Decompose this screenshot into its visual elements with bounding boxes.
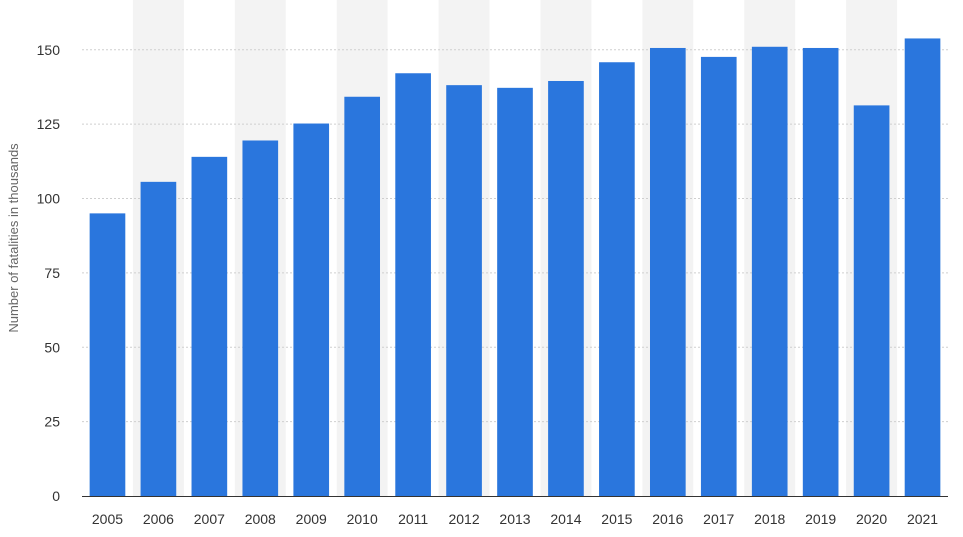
y-tick-label: 100 (37, 191, 61, 207)
bar-2021[interactable] (904, 38, 941, 496)
x-tick-label: 2009 (296, 511, 327, 527)
x-tick-label: 2005 (92, 511, 123, 527)
y-tick-label: 150 (37, 42, 61, 58)
bar-2012[interactable] (446, 85, 482, 496)
x-tick-label: 2008 (245, 511, 276, 527)
bar-2008[interactable] (242, 140, 279, 497)
bar-2017[interactable] (700, 56, 737, 496)
bar-2015[interactable] (599, 62, 635, 497)
x-tick-label: 2018 (754, 511, 785, 527)
y-tick-label: 0 (52, 488, 60, 504)
x-tick-label: 2011 (398, 511, 428, 527)
x-tick-label: 2019 (805, 511, 836, 527)
bar-2006[interactable] (140, 181, 177, 496)
bar-2005[interactable] (89, 213, 126, 496)
x-tick-label: 2007 (194, 511, 225, 527)
x-tick-label: 2021 (907, 511, 938, 527)
x-tick-label: 2006 (143, 511, 174, 527)
bar-2007[interactable] (191, 156, 228, 496)
y-axis-label: Number of fatalities in thousands (6, 143, 21, 333)
x-tick-label: 2017 (703, 511, 734, 527)
bars (89, 38, 941, 497)
bar-2009[interactable] (293, 123, 330, 496)
y-axis-ticks: 0 25 50 75 100 125 150 (37, 42, 61, 504)
bar-2020[interactable] (853, 105, 890, 496)
x-tick-label: 2020 (856, 511, 887, 527)
x-axis-ticks: 2005 2006 2007 2008 2009 2010 2011 2012 2013 2014… (92, 511, 938, 527)
x-tick-label: 2014 (550, 511, 581, 527)
y-tick-label: 25 (44, 414, 60, 430)
y-tick-label: 125 (37, 116, 61, 132)
bar-2019[interactable] (802, 47, 839, 497)
x-tick-label: 2010 (347, 511, 378, 527)
x-tick-label: 2013 (499, 511, 530, 527)
bar-2010[interactable] (344, 96, 381, 496)
bar-2018[interactable] (751, 46, 788, 497)
y-tick-label: 75 (44, 265, 60, 281)
x-tick-label: 2012 (448, 511, 479, 527)
bar-2011[interactable] (395, 73, 431, 496)
y-tick-label: 50 (44, 339, 60, 355)
bar-2016[interactable] (649, 47, 686, 497)
x-tick-label: 2016 (652, 511, 683, 527)
bar-2014[interactable] (548, 80, 584, 497)
x-tick-label: 2015 (601, 511, 632, 527)
bar-2013[interactable] (497, 87, 533, 496)
